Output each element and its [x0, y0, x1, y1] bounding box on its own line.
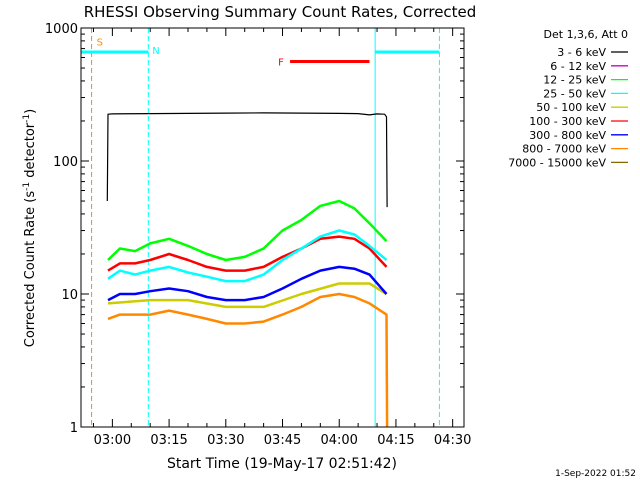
legend-label: 300 - 800 keV [529, 129, 606, 142]
series-line-25-50-kev [107, 229, 388, 283]
series-line-300-800-kev [107, 265, 388, 302]
legend-label: 25 - 50 keV [543, 87, 606, 100]
y-axis-label: Corrected Count Rate (s-1 detector-1) [22, 109, 38, 347]
legend-label: 800 - 7000 keV [522, 143, 606, 156]
legend-label: 12 - 25 keV [543, 74, 606, 87]
annotation-s: S [97, 37, 103, 48]
x-tick-label: 04:00 [320, 433, 357, 448]
legend-label: 50 - 100 keV [536, 101, 606, 114]
chart-title: RHESSI Observing Summary Count Rates, Co… [84, 3, 477, 21]
x-tick-label: 03:00 [94, 433, 131, 448]
x-axis-label: Start Time (19-May-17 02:51:42) [167, 456, 397, 472]
x-tick-label: 03:30 [207, 433, 244, 448]
axis-ticks: 1 10 100 1000 03:00 03:15 03:30 03:45 04:00 04:15… [45, 22, 471, 448]
legend-label: 6 - 12 keV [550, 60, 606, 73]
series-line-100-300-kev [107, 235, 388, 272]
plot-area: S N F [80, 28, 440, 428]
series-line-3-6-kev [106, 112, 388, 208]
x-tick-label: 03:45 [264, 433, 301, 448]
annotation-n: N [152, 46, 159, 57]
plot-frame [80, 27, 465, 428]
y-tick-label: 1000 [45, 22, 78, 37]
series-line-800-7000-kev [107, 292, 389, 428]
series-line-12-25-kev [107, 199, 388, 262]
legend-label: 3 - 6 keV [557, 46, 606, 59]
legend-label: 100 - 300 keV [529, 115, 606, 128]
y-tick-label: 10 [61, 288, 78, 303]
legend-header: Det 1,3,6, Att 0 [544, 28, 628, 41]
x-tick-label: 04:15 [377, 433, 414, 448]
annotation-f: F [278, 57, 284, 68]
legend-label: 7000 - 15000 keV [508, 156, 606, 169]
x-tick-label: 04:30 [434, 433, 471, 448]
y-tick-label: 100 [53, 155, 78, 170]
y-tick-label: 1 [70, 421, 78, 436]
x-tick-label: 03:15 [150, 433, 187, 448]
timestamp: 1-Sep-2022 01:52 [555, 469, 636, 479]
series-line-50-100-kev [107, 282, 388, 309]
